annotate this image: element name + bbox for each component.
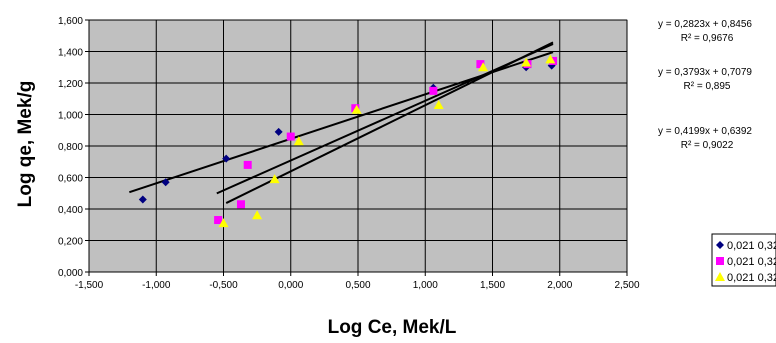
legend-marker-triangle (715, 272, 725, 281)
trendline-r2: R² = 0,9676 (681, 33, 734, 44)
y-tick-label: 0,400 (58, 205, 83, 216)
y-tick-label: 0,600 (58, 174, 83, 185)
data-point-square (243, 160, 252, 169)
data-point-triangle (433, 100, 444, 110)
y-tick-label: 0,200 (58, 237, 83, 248)
legend: 0,021 0,322 0,021 0,322 0,021 0,322 (711, 233, 776, 287)
x-tick-label: 2,500 (614, 280, 639, 291)
x-tick-label: 1,500 (480, 280, 505, 291)
trendline-equations: y = 0,2823x + 0,8456 R² = 0,9676 y = 0,379… (658, 19, 752, 151)
data-point-diamond (547, 61, 556, 70)
data-point-diamond (274, 127, 283, 136)
y-tick-label: 0,800 (58, 142, 83, 153)
x-axis-title: Log Ce, Mek/L (328, 317, 457, 338)
x-tick-label: 2,000 (547, 280, 572, 291)
x-tick-label: 0,000 (278, 280, 303, 291)
x-tick-label: -0,500 (209, 280, 238, 291)
legend-label: 0,021 0,322 (727, 240, 776, 252)
data-point-square (214, 216, 223, 225)
legend-label: 0,021 0,322 (727, 256, 776, 268)
trendlines (129, 41, 554, 204)
data-point-square (429, 86, 438, 95)
data-point-triangle (351, 104, 362, 114)
trendline-r2: R² = 0,9022 (681, 140, 734, 151)
trendline-equation: y = 0,4199x + 0,6392 (658, 126, 752, 137)
data-points (138, 54, 558, 228)
data-point-triangle (478, 62, 489, 72)
y-tick-label: 0,000 (58, 268, 83, 279)
y-axis-ticks: 0,000 0,200 0,400 0,600 0,800 1,000 1,200 1,400… (58, 16, 89, 279)
legend-marker-square (716, 257, 724, 265)
trendline-equation: y = 0,3793x + 0,7079 (658, 67, 752, 78)
y-tick-label: 1,200 (58, 79, 83, 90)
trendline-r2: R² = 0,895 (684, 81, 731, 92)
x-tick-label: -1,500 (75, 280, 104, 291)
y-tick-label: 1,600 (58, 16, 83, 27)
data-point-triangle (269, 174, 280, 184)
x-axis-ticks: -1,500 -1,000 -0,500 0,000 0,500 1,000 1,500 2,… (75, 272, 640, 291)
y-tick-label: 1,000 (58, 111, 83, 122)
trendline-equation: y = 0,2823x + 0,8456 (658, 19, 752, 30)
data-point-triangle (521, 57, 532, 67)
data-point-triangle (293, 136, 304, 146)
data-point-square (476, 60, 485, 69)
legend-marker-diamond (716, 241, 724, 249)
y-tick-label: 1,400 (58, 48, 83, 59)
data-point-triangle (252, 210, 263, 220)
data-point-square (236, 200, 245, 209)
data-point-diamond (222, 154, 231, 163)
y-axis-title: Log qe, Mek/g (15, 81, 36, 208)
x-tick-label: 1,000 (413, 280, 438, 291)
data-point-triangle (218, 218, 229, 228)
data-point-square (286, 132, 295, 141)
legend-label: 0,021 0,322 (727, 272, 776, 284)
x-tick-label: -1,000 (142, 280, 171, 291)
data-point-diamond (161, 178, 170, 187)
trendline (225, 41, 554, 204)
x-tick-label: 0,500 (345, 280, 370, 291)
data-point-triangle (545, 54, 556, 64)
data-point-diamond (138, 195, 147, 204)
